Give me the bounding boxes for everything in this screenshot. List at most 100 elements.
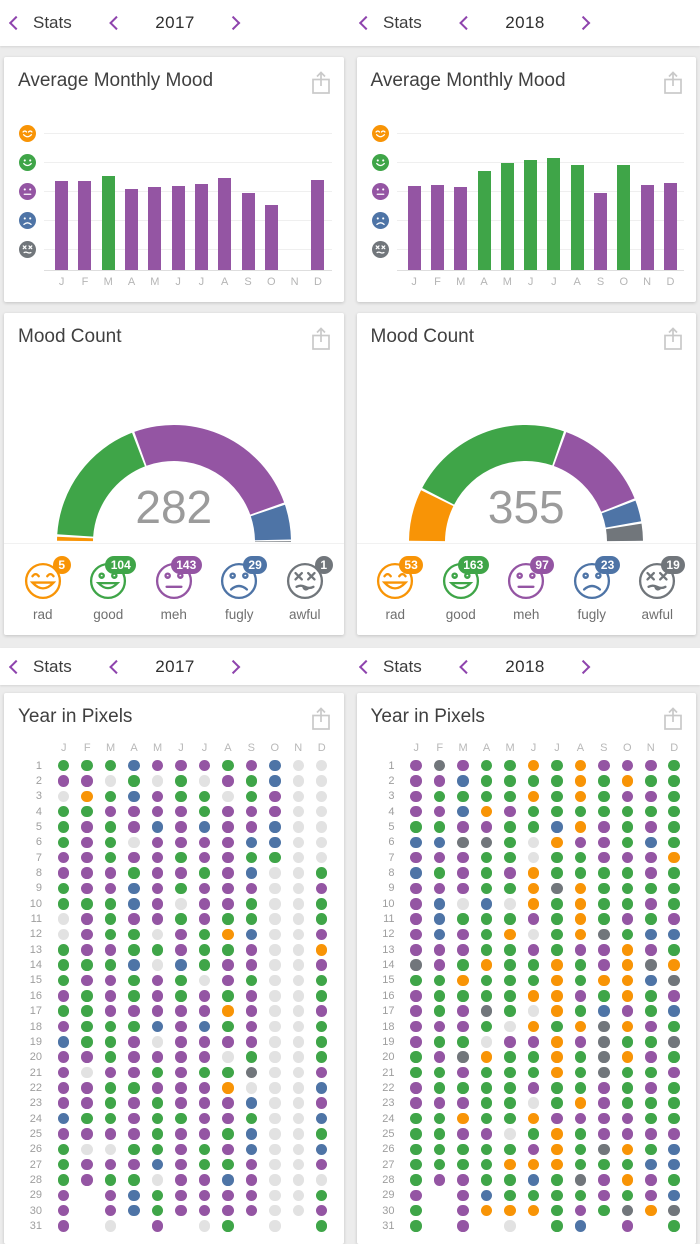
pixel-dot-meh (315, 1005, 328, 1017)
pixel-cell (616, 1051, 639, 1063)
pixels-day-row: 22 (16, 1080, 334, 1095)
back-button[interactable]: Stats (350, 12, 428, 34)
pixel-dot-good (480, 1066, 493, 1079)
pixel-cell (592, 1005, 615, 1017)
prev-year-button[interactable] (107, 658, 125, 676)
pixel-cell (169, 775, 192, 787)
pixel-dot-empty (292, 1066, 304, 1079)
prev-year-button[interactable] (107, 14, 125, 32)
pixel-dot-good (175, 851, 187, 864)
pixel-dot-rad (551, 1036, 563, 1048)
pixel-cell (240, 944, 263, 956)
pixel-cell (263, 821, 286, 833)
pixel-dot-awful (457, 1051, 469, 1063)
pixel-dot-meh (621, 1005, 634, 1017)
pixel-dot-meh (433, 1174, 446, 1186)
pixel-dot-meh (245, 1020, 258, 1033)
pixel-cell (498, 1051, 521, 1063)
pixel-cell (263, 928, 286, 941)
pixel-cell (122, 1097, 145, 1109)
prev-year-button[interactable] (457, 14, 475, 32)
pixel-dot-meh (198, 1128, 211, 1140)
next-year-button[interactable] (225, 14, 243, 32)
pixel-cell (310, 851, 333, 864)
mood-gauge-svg (56, 424, 291, 542)
next-year-button[interactable] (575, 14, 593, 32)
back-button[interactable]: Stats (0, 12, 78, 34)
day-number: 25 (29, 1127, 42, 1140)
pixel-cell (405, 836, 428, 849)
next-year-button[interactable] (225, 658, 243, 676)
pixel-cell (498, 1020, 521, 1033)
pixel-cell (545, 1143, 568, 1156)
pixel-cell (287, 1005, 310, 1017)
pixel-cell (545, 1189, 568, 1202)
mood-label: fugly (224, 607, 254, 622)
pixel-dot-rad (527, 882, 540, 895)
pixel-cell (498, 821, 521, 833)
gridline (396, 132, 684, 134)
pixel-dot-meh (175, 944, 187, 956)
pixel-dot-meh (222, 836, 234, 849)
pixel-cell (451, 867, 474, 879)
pixel-cell (146, 1143, 169, 1156)
pixel-dot-empty (292, 1204, 304, 1217)
day-number: 24 (29, 1112, 42, 1125)
mood-legend-item-rad: 5 rad (10, 556, 76, 631)
pixel-cell (52, 1189, 75, 1202)
pixel-dot-awful (598, 1143, 610, 1156)
share-button[interactable] (662, 706, 684, 733)
back-button[interactable]: Stats (350, 656, 428, 678)
pixel-dot-good (598, 867, 610, 879)
pixel-cell (75, 1020, 98, 1033)
mood-label: meh (513, 607, 540, 622)
pixel-dot-meh (245, 805, 258, 818)
pixel-cell (451, 898, 474, 910)
mood-legend-item-fugly: 23 fugly (559, 556, 625, 631)
header-2017: Stats 2017 (0, 0, 350, 46)
pixel-cell (169, 1066, 192, 1079)
pixel-dot-awful (551, 882, 563, 895)
card-mood-count-2017: Mood Count 282 5 rad 104 good 143 (4, 313, 344, 635)
pixel-dot-good (222, 944, 234, 956)
pixel-dot-meh (175, 821, 187, 833)
share-button[interactable] (310, 326, 332, 353)
share-button[interactable] (662, 70, 684, 97)
bar-column (73, 111, 96, 271)
pixels-day-row: 9 (369, 881, 687, 896)
pixel-cell (169, 1082, 192, 1094)
pixel-cell (146, 1066, 169, 1079)
pixel-cell (405, 974, 428, 987)
prev-year-button[interactable] (457, 658, 475, 676)
pixel-dot-good (457, 990, 469, 1002)
pixel-dot-empty (292, 882, 304, 895)
pixel-dot-meh (222, 1097, 234, 1109)
count-badge-awful: 1 (314, 556, 333, 574)
back-button[interactable]: Stats (0, 656, 78, 678)
pixel-cell (451, 1128, 474, 1140)
pixel-dot-meh (151, 790, 164, 803)
mood-legend-item-good: 163 good (428, 556, 494, 631)
share-button[interactable] (310, 706, 332, 733)
pixel-cell (428, 1051, 451, 1063)
pixel-dot-meh (433, 944, 446, 956)
pixel-dot-fugly (598, 1005, 610, 1017)
share-button[interactable] (310, 70, 332, 97)
pixel-dot-fugly (128, 959, 140, 971)
pixel-dot-meh (81, 836, 93, 849)
pixel-dot-meh (433, 805, 446, 818)
pixel-dot-meh (104, 882, 117, 895)
pixel-dot-good (410, 1220, 422, 1232)
next-year-button[interactable] (575, 658, 593, 676)
pixel-dot-empty (292, 928, 304, 941)
pixel-dot-fugly (128, 882, 140, 895)
pixel-cell (310, 882, 333, 895)
pixel-cell (522, 1204, 545, 1217)
share-button[interactable] (662, 326, 684, 353)
pixel-cell (122, 836, 145, 849)
pixel-cell (662, 1220, 685, 1232)
pixel-dot-empty (292, 990, 304, 1002)
pixel-dot-good (574, 1189, 587, 1202)
pixel-dot-meh (457, 821, 469, 833)
pixel-cell (475, 775, 498, 787)
